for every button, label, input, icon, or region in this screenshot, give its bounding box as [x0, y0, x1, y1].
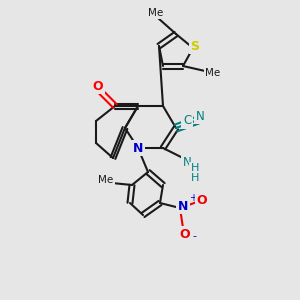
Text: N: N: [133, 142, 143, 154]
Text: O: O: [93, 80, 103, 92]
Text: S: S: [190, 40, 200, 52]
Text: Me: Me: [206, 68, 220, 78]
Text: H: H: [191, 173, 199, 183]
Text: O: O: [180, 227, 190, 241]
Text: +: +: [189, 193, 197, 203]
Text: -: -: [192, 231, 196, 241]
Text: O: O: [197, 194, 207, 206]
Text: N: N: [183, 155, 191, 169]
Text: Me: Me: [148, 8, 164, 18]
Text: H: H: [191, 163, 199, 173]
Text: N: N: [196, 110, 204, 122]
Text: N: N: [178, 200, 188, 212]
Text: Me: Me: [98, 175, 114, 185]
Text: C: C: [183, 115, 191, 128]
